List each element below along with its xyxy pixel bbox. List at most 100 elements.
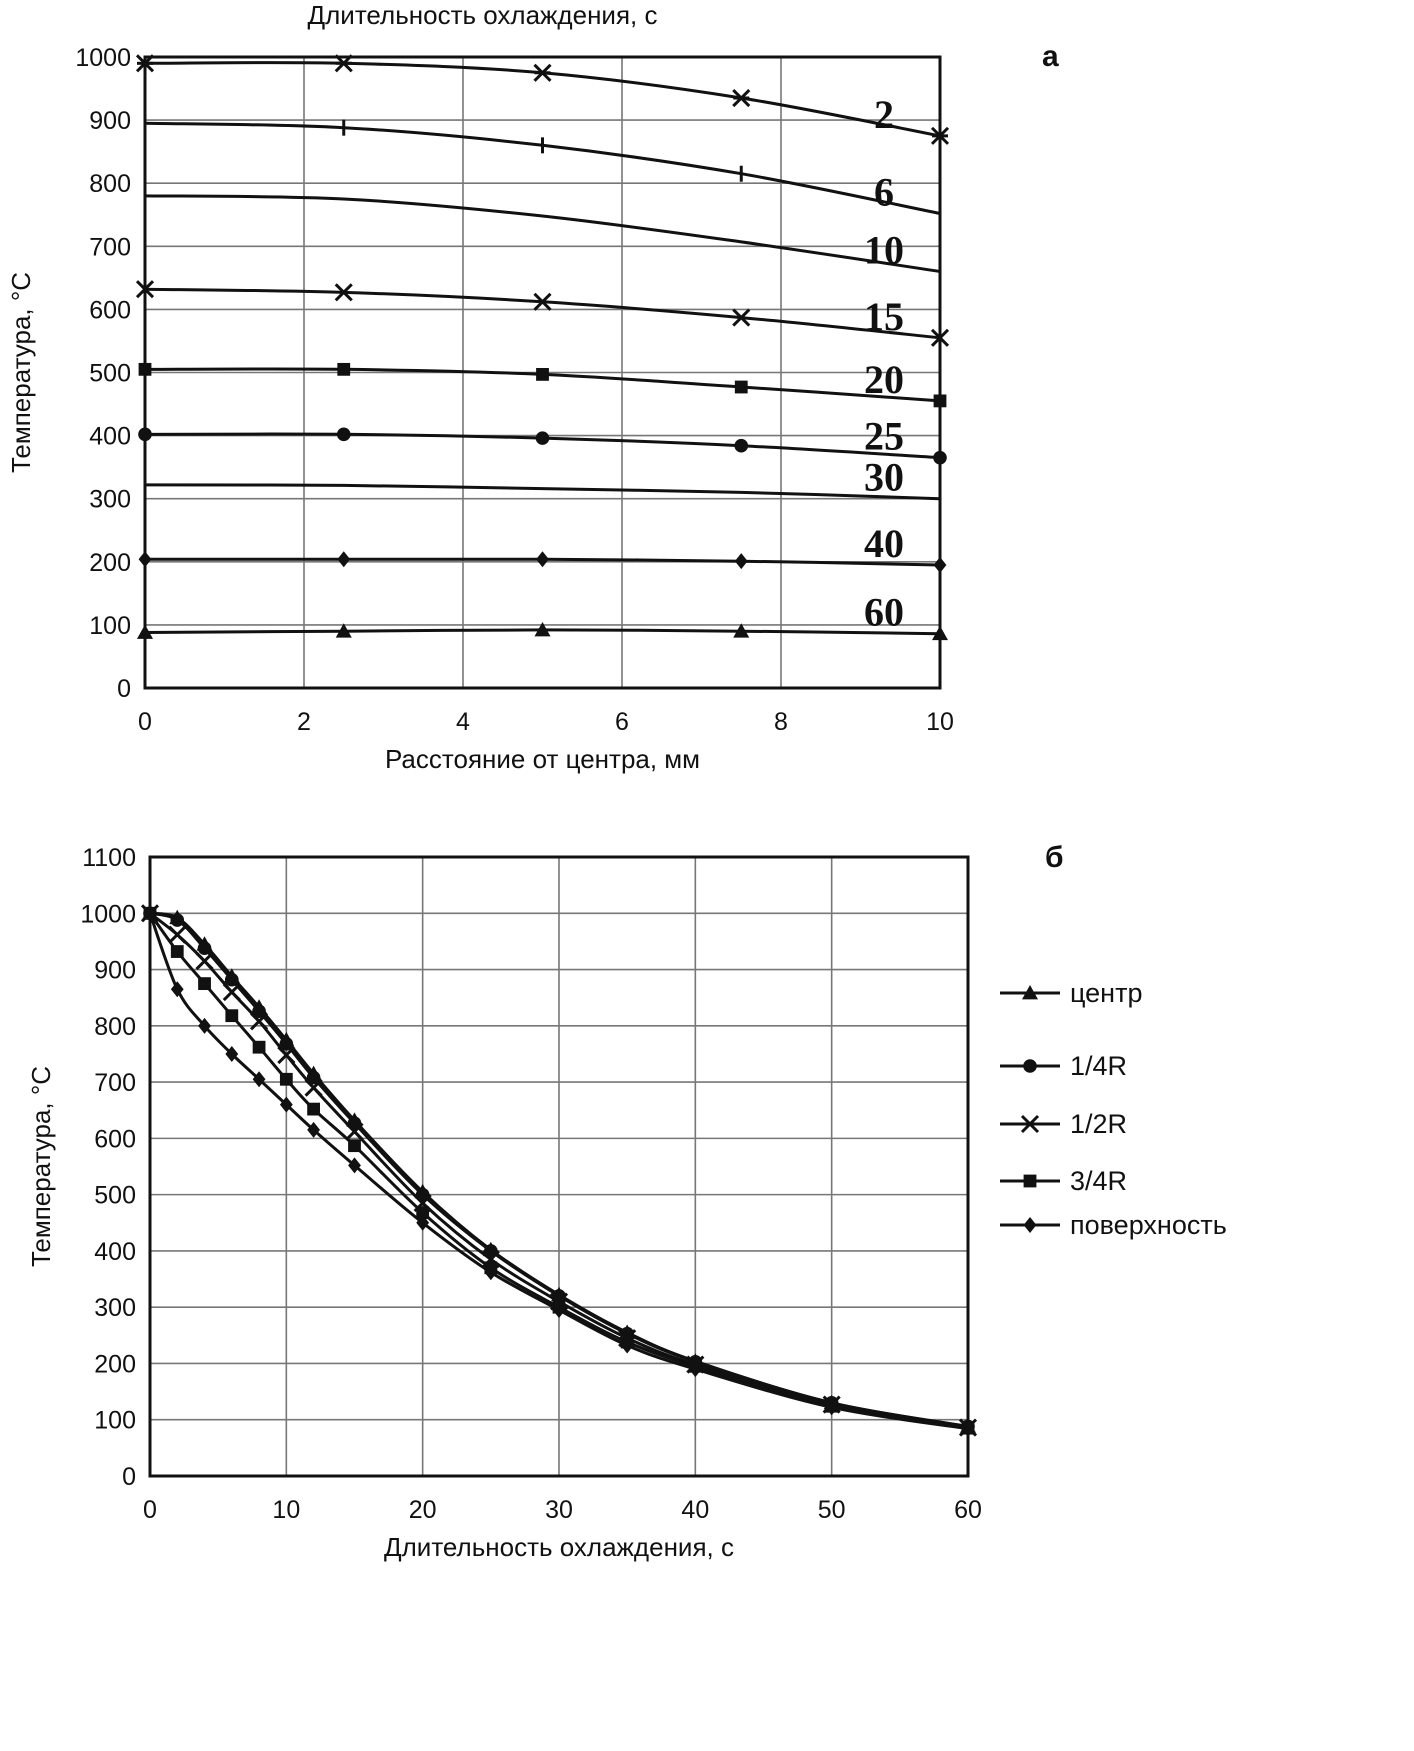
data-point-1-6: [306, 1070, 321, 1085]
data-point-0-0: [135, 54, 155, 73]
data-point-2-1: [168, 925, 187, 944]
legend-marker-4: [1023, 1217, 1037, 1233]
y-tick-label-7: 700: [94, 1069, 136, 1097]
series-8: 60: [137, 590, 948, 641]
y-axis-title: Температура, °C: [6, 272, 36, 473]
series-line-3: [148, 912, 969, 1430]
y-tick-label-5: 500: [89, 360, 131, 388]
series-line-4: [148, 912, 969, 1431]
x-tick-label-4: 40: [681, 1496, 709, 1524]
data-point-1-3: [225, 972, 239, 987]
x-axis-title: Расстояние от центра, мм: [385, 744, 700, 774]
data-point-8-0: [137, 624, 153, 639]
legend: центр 1/4R 1/2R 3/4R поверхность: [1000, 978, 1227, 1240]
data-point-5-4: [933, 450, 947, 465]
data-point-4-4: [933, 394, 947, 408]
data-point-4-3: [225, 1045, 239, 1062]
data-point-4-14: [961, 1420, 975, 1437]
x-tick-label-1: 10: [272, 1496, 300, 1524]
data-point-3-7: [348, 1139, 361, 1153]
data-point-7-2: [536, 551, 549, 568]
y-tick-label-9: 900: [89, 107, 131, 135]
plot-frame: [148, 855, 970, 1478]
data-point-0-3: [732, 88, 751, 108]
legend-marker-3: [1023, 1174, 1037, 1188]
data-point-1-4: [252, 1004, 266, 1018]
y-tick-label-11: 1100: [82, 844, 136, 872]
data-point-3-1: [334, 283, 353, 302]
data-point-3-5: [279, 1072, 293, 1086]
y-tick-label-2: 200: [94, 1350, 136, 1378]
y-axis-title: Температура, °C: [26, 1066, 56, 1267]
data-point-7-4: [933, 556, 947, 573]
series-6: 30: [144, 455, 941, 501]
y-tick-label-1: 100: [94, 1407, 136, 1435]
y-tick-label-1: 100: [89, 612, 131, 640]
series-4: 20: [138, 357, 947, 408]
data-point-4-8: [416, 1214, 430, 1231]
grid: [149, 856, 969, 1477]
x-tick-label-3: 30: [545, 1496, 573, 1524]
legend-item-3: 3/4R: [1000, 1166, 1127, 1196]
curve-label-5: 25: [864, 414, 904, 459]
y-tick-label-5: 500: [94, 1182, 136, 1210]
data-point-4-2: [198, 1017, 211, 1034]
data-point-7-1: [337, 551, 351, 568]
legend-label-3: 3/4R: [1070, 1166, 1127, 1196]
series-1: 6: [143, 115, 942, 222]
data-point-4-0: [143, 905, 157, 922]
y-tick-label-4: 400: [94, 1238, 136, 1266]
legend-item-2: 1/2R: [1000, 1109, 1127, 1139]
data-point-7-0: [138, 551, 152, 568]
chart-panel-1: 0 2 4 6 8 1001002003004005006007008009001000Р…: [6, 0, 1059, 774]
x-tick-label-2: 20: [409, 1496, 437, 1524]
data-point-0-1: [334, 54, 353, 73]
legend-label-1: 1/4R: [1070, 1051, 1127, 1081]
data-point-4-10: [552, 1301, 566, 1318]
series-line-1: [149, 911, 969, 1428]
series-line-2: [144, 194, 941, 273]
data-point-8-3: [733, 623, 750, 638]
data-point-4-3: [734, 380, 748, 394]
data-point-2-2: [195, 952, 214, 971]
data-point-3-4: [252, 1040, 266, 1054]
curve-label-2: 10: [864, 228, 904, 273]
data-point-0-4: [930, 126, 950, 145]
series-5: 25: [138, 414, 947, 465]
data-point-4-5: [279, 1096, 293, 1113]
x-tick-label-5: 10: [926, 708, 954, 736]
data-point-4-1: [170, 981, 184, 998]
y-tick-label-3: 300: [89, 486, 131, 514]
curve-label-3: 15: [864, 294, 904, 339]
y-tick-label-8: 800: [94, 1013, 136, 1041]
data-point-4-7: [348, 1157, 361, 1174]
data-point-0-2: [533, 63, 552, 82]
panel-label: б: [1045, 841, 1064, 874]
y-tick-label-7: 700: [89, 233, 131, 261]
y-tick-label-4: 400: [89, 423, 131, 451]
y-tick-label-0: 0: [117, 675, 131, 703]
y-tick-label-10: 1000: [80, 900, 136, 928]
data-point-1-2: [197, 941, 212, 955]
data-point-1-1: [170, 913, 185, 927]
data-point-4-0: [138, 362, 152, 376]
y-tick-label-10: 1000: [75, 44, 131, 72]
y-tick-label-0: 0: [122, 1463, 136, 1491]
curve-label-0: 2: [874, 92, 894, 137]
data-point-4-4: [252, 1071, 266, 1088]
x-tick-label-5: 50: [818, 1496, 846, 1524]
data-point-2-7: [345, 1122, 364, 1141]
data-point-3-3: [225, 1009, 239, 1023]
x-tick-label-6: 60: [954, 1496, 982, 1524]
data-point-8-2: [534, 621, 551, 637]
series-7: 40: [138, 521, 947, 573]
data-point-3-2: [198, 977, 211, 991]
series-3: 15: [135, 280, 950, 347]
y-tick-label-6: 600: [94, 1125, 136, 1153]
figure: 0 2 4 6 8 1001002003004005006007008009001000Р…: [6, 0, 1227, 1562]
y-tick-label-8: 800: [89, 170, 131, 198]
data-point-4-6: [307, 1121, 320, 1138]
x-tick-label-3: 6: [615, 708, 629, 736]
curve-label-1: 6: [874, 169, 894, 214]
curve-label-4: 20: [864, 357, 904, 402]
